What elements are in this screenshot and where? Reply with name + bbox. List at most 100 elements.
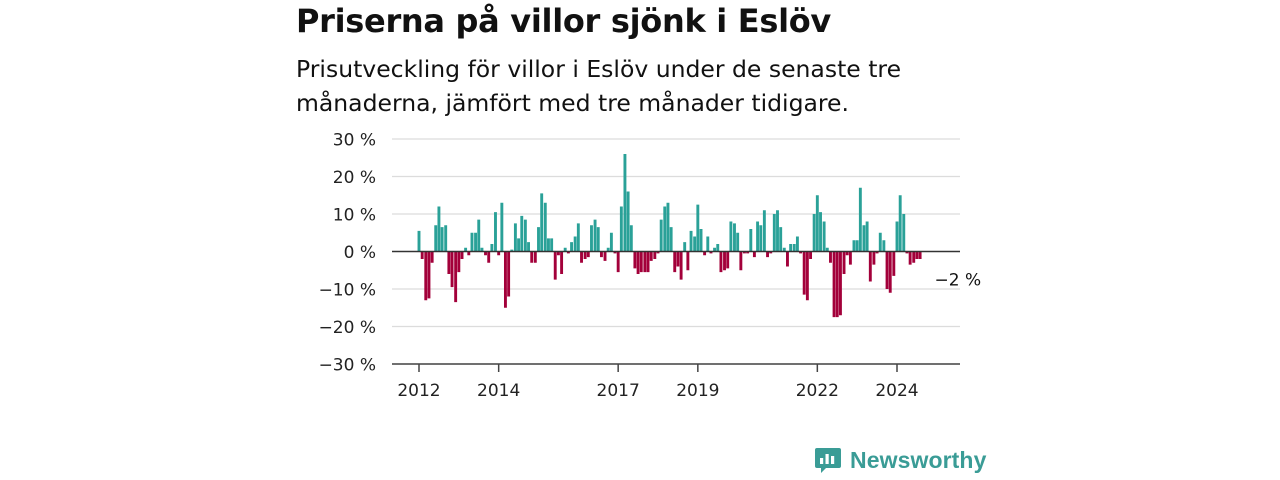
bar	[494, 212, 497, 252]
bar	[609, 232, 613, 252]
bar	[530, 251, 534, 263]
bar	[513, 223, 517, 252]
bar	[878, 232, 882, 252]
bar	[424, 251, 428, 301]
bar	[892, 251, 896, 276]
bar	[805, 251, 809, 301]
bar	[912, 251, 916, 263]
x-tick-label: 2017	[597, 381, 640, 401]
bar	[490, 244, 494, 252]
bar	[762, 210, 766, 252]
y-tick-label: −30 %	[319, 356, 376, 376]
bar	[858, 187, 862, 252]
bar	[908, 251, 912, 265]
bar	[766, 251, 769, 258]
bar	[838, 251, 842, 316]
bar	[474, 232, 478, 252]
y-tick-label: 30 %	[333, 131, 376, 151]
bar	[477, 219, 481, 252]
bar	[772, 214, 776, 252]
bar	[825, 247, 829, 252]
bar	[543, 202, 547, 252]
bar	[795, 236, 799, 252]
bar	[852, 240, 856, 252]
bar	[686, 251, 690, 271]
bar	[633, 251, 637, 269]
bar	[832, 251, 836, 318]
bar	[882, 240, 886, 252]
x-tick-label: 2014	[477, 381, 520, 401]
bar	[487, 251, 491, 263]
bar	[619, 206, 623, 252]
bar	[566, 251, 570, 254]
bar	[623, 154, 627, 252]
bar	[746, 251, 750, 254]
bar	[719, 251, 723, 273]
bar	[573, 236, 577, 252]
bar	[723, 251, 726, 271]
bar	[699, 229, 703, 252]
bar	[663, 206, 667, 252]
bar	[786, 251, 789, 267]
bar	[653, 251, 657, 259]
bar	[905, 251, 909, 254]
bar	[749, 229, 753, 252]
bar	[888, 251, 892, 293]
y-tick-label: −10 %	[319, 281, 376, 301]
bar	[576, 223, 580, 252]
bar	[616, 251, 620, 273]
bar	[626, 191, 630, 252]
bar	[872, 251, 876, 265]
bar	[812, 214, 816, 252]
bar	[868, 251, 872, 282]
bar	[729, 221, 733, 252]
bars	[417, 154, 922, 318]
x-tick-label: 2024	[875, 381, 918, 401]
bar	[470, 232, 474, 252]
bar	[503, 251, 507, 308]
bar	[829, 251, 832, 263]
bar	[649, 251, 653, 261]
chart-subtitle: Prisutveckling för villor i Eslöv under …	[296, 55, 902, 117]
brand-logo: Newsworthy	[814, 446, 986, 474]
bar	[606, 247, 610, 252]
x-tick-label: 2022	[796, 381, 839, 401]
bar	[527, 242, 530, 252]
bar	[819, 212, 822, 252]
bar	[915, 251, 919, 259]
bar	[457, 251, 461, 273]
bar	[792, 244, 796, 252]
bar	[835, 251, 839, 318]
bar	[703, 251, 707, 256]
x-tick-label: 2019	[676, 381, 719, 401]
bar	[497, 251, 501, 256]
bar	[417, 230, 421, 252]
bar	[802, 251, 806, 295]
bar	[596, 227, 600, 252]
bar	[822, 221, 826, 252]
bar	[693, 236, 697, 252]
bar	[583, 251, 587, 259]
tick-labels: 30 % 20 % 10 % 0 % −10 % −20 % −30 % 2012 2014 20…	[319, 131, 982, 402]
bar	[666, 202, 670, 252]
bar	[898, 195, 902, 252]
bar	[454, 251, 458, 303]
bar	[570, 242, 574, 252]
bar	[756, 221, 760, 252]
bar	[848, 251, 852, 265]
bar	[533, 251, 537, 263]
bar	[553, 251, 557, 280]
bar	[676, 251, 680, 267]
bar	[540, 193, 544, 252]
y-tick-label: 20 %	[333, 168, 376, 188]
bar	[550, 238, 554, 252]
bar	[603, 251, 607, 261]
bar	[556, 251, 560, 256]
bar	[440, 227, 444, 252]
bar	[447, 251, 451, 274]
bar	[733, 223, 736, 252]
axes	[392, 250, 960, 372]
bar	[842, 251, 846, 274]
bar	[706, 236, 710, 252]
